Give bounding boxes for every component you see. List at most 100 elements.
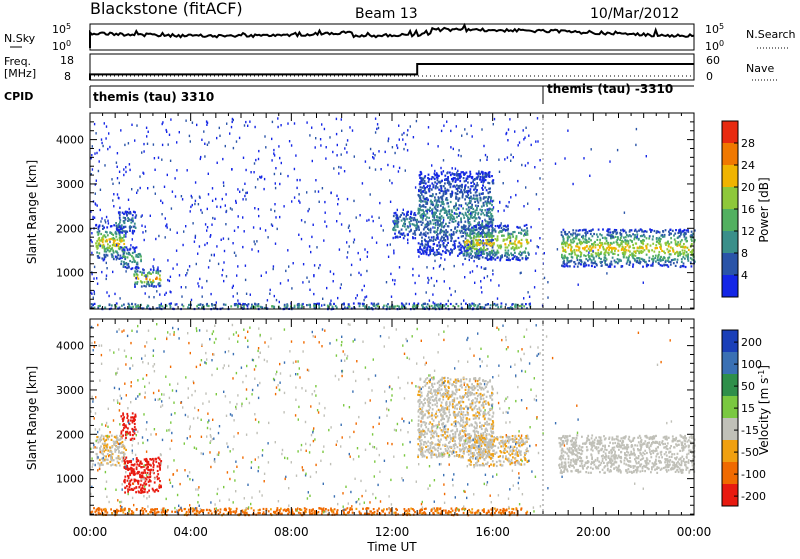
- echo-cell: [351, 264, 352, 266]
- echo-cell: [499, 259, 501, 261]
- frequency-trace: [90, 64, 694, 80]
- echo-cell: [151, 283, 153, 285]
- echo-cell: [206, 124, 207, 126]
- echo-cell: [449, 287, 450, 289]
- echo-cell: [198, 285, 199, 287]
- echo-cell: [525, 127, 526, 129]
- echo-cell: [231, 168, 232, 170]
- echo-cell: [434, 181, 436, 183]
- echo-cell: [455, 220, 457, 222]
- echo-cell: [403, 148, 404, 150]
- echo-cell: [471, 508, 473, 510]
- echo-cell: [434, 227, 436, 229]
- echo-cell: [254, 126, 255, 128]
- echo-cell: [489, 244, 491, 246]
- echo-cell: [132, 252, 134, 254]
- echo-cell: [144, 508, 146, 510]
- echo-cell: [470, 192, 472, 194]
- echo-cell: [124, 256, 126, 258]
- echo-cell: [439, 305, 441, 307]
- echo-cell: [204, 244, 205, 246]
- echo-cell: [391, 182, 392, 184]
- echo-cell: [472, 232, 474, 234]
- echo-cell: [504, 243, 506, 245]
- echo-cell: [458, 208, 459, 210]
- echo-cell: [352, 129, 353, 131]
- echo-cell: [136, 192, 137, 194]
- echo-cell: [618, 244, 620, 246]
- echo-cell: [648, 237, 650, 239]
- echo-cell: [133, 438, 135, 440]
- echo-cell: [407, 512, 409, 514]
- echo-cell: [521, 245, 523, 247]
- echo-cell: [106, 216, 107, 218]
- echo-cell: [474, 201, 476, 203]
- echo-cell: [421, 205, 423, 207]
- echo-cell: [508, 257, 510, 259]
- echo-cell: [644, 249, 646, 251]
- echo-cell: [425, 224, 427, 226]
- noise-left-bottom-tick: 100: [52, 39, 71, 54]
- echo-cell: [437, 238, 438, 240]
- echo-cell: [147, 143, 148, 145]
- echo-cell: [481, 291, 482, 293]
- echo-cell: [196, 305, 198, 307]
- echo-cell: [619, 239, 621, 241]
- echo-cell: [479, 173, 481, 175]
- echo-cell: [479, 244, 481, 246]
- echo-cell: [573, 240, 575, 242]
- echo-cell: [147, 463, 149, 465]
- echo-cell: [670, 241, 672, 243]
- echo-cell: [119, 435, 121, 437]
- echo-cell: [577, 246, 579, 248]
- echo-cell: [232, 121, 233, 123]
- echo-cell: [510, 154, 511, 156]
- echo-cell: [508, 201, 509, 203]
- echo-cell: [419, 186, 421, 188]
- echo-cell: [249, 121, 250, 123]
- echo-cell: [679, 229, 681, 231]
- echo-cell: [147, 305, 149, 307]
- echo-cell: [509, 242, 511, 244]
- echo-cell: [325, 157, 326, 159]
- echo-cell: [467, 228, 469, 230]
- echo-cell: [588, 241, 590, 243]
- echo-cell: [410, 218, 412, 220]
- echo-cell: [412, 233, 414, 235]
- echo-cell: [113, 459, 115, 461]
- echo-cell: [433, 243, 435, 245]
- echo-cell: [470, 185, 472, 187]
- echo-cell: [316, 246, 317, 248]
- echo-cell: [425, 182, 427, 184]
- echo-cell: [113, 205, 114, 207]
- echo-cell: [474, 198, 476, 200]
- echo-cell: [133, 273, 135, 275]
- echo-cell: [315, 137, 316, 139]
- velocity-heatmap-cells: [90, 323, 696, 516]
- echo-cell: [629, 262, 631, 264]
- echo-cell: [493, 123, 494, 125]
- echo-cell: [254, 240, 255, 242]
- echo-cell: [96, 447, 98, 449]
- echo-cell: [652, 243, 654, 245]
- echo-cell: [677, 237, 679, 239]
- echo-cell: [514, 252, 516, 254]
- echo-cell: [364, 285, 365, 287]
- echo-cell: [401, 134, 402, 136]
- echo-cell: [369, 167, 370, 169]
- echo-cell: [152, 469, 154, 471]
- echo-cell: [100, 189, 101, 191]
- echo-cell: [526, 227, 528, 229]
- echo-cell: [143, 285, 145, 287]
- echo-cell: [136, 466, 138, 468]
- echo-cell: [463, 189, 465, 191]
- echo-cell: [570, 239, 572, 241]
- echo-cell: [153, 466, 155, 468]
- echo-cell: [504, 225, 506, 227]
- echo-cell: [507, 232, 509, 234]
- echo-cell: [420, 171, 422, 173]
- echo-cell: [436, 183, 438, 185]
- echo-cell: [136, 305, 138, 307]
- echo-cell: [472, 208, 474, 210]
- echo-cell: [103, 509, 105, 511]
